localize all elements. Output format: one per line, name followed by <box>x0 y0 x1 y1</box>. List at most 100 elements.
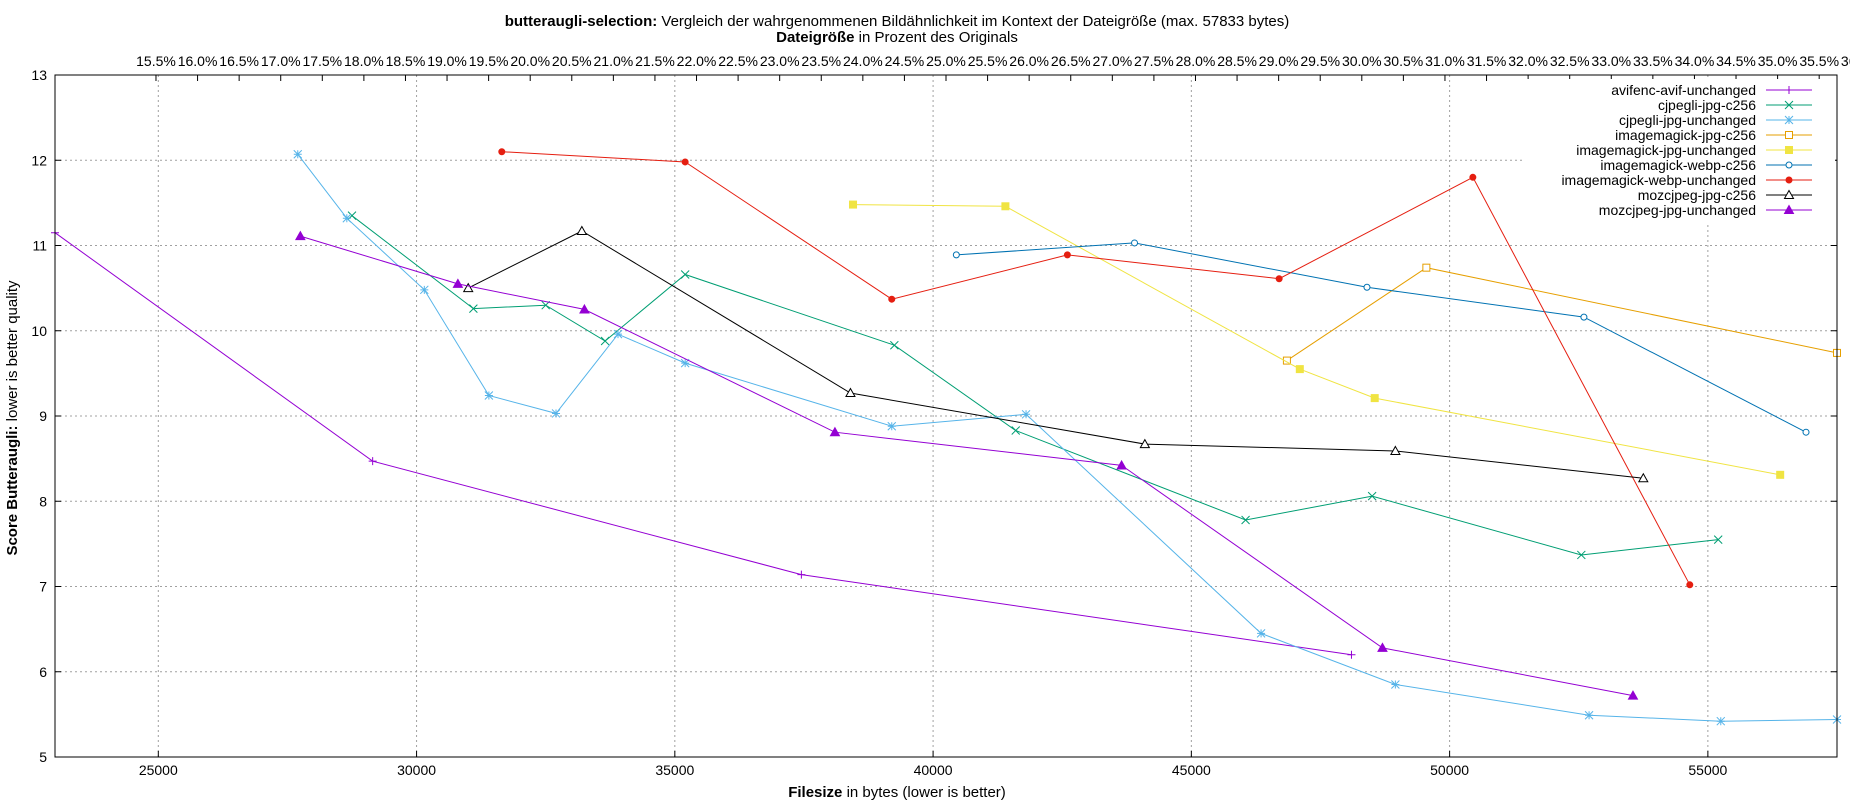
chart-title-bold: butteraugli-selection: <box>505 13 658 30</box>
chart-subtitle: Dateigröße in Prozent des Originals <box>776 29 1018 46</box>
x2-tick-label: 33.0% <box>1591 53 1631 69</box>
data-point-cjpegli-jpg-c256 <box>680 270 690 279</box>
x-tick-label: 50000 <box>1430 762 1469 778</box>
x2-tick-label: 35.0% <box>1758 53 1798 69</box>
x2-tick-label: 20.5% <box>552 53 592 69</box>
data-point-cjpegli-jpg-c256 <box>1713 535 1723 544</box>
legend-entry-cjpegli-jpg-unchanged: cjpegli-jpg-unchanged <box>1619 112 1812 128</box>
x2-tick-label: 25.0% <box>926 53 966 69</box>
series-line-imagemagick-webp-unchanged <box>501 151 1691 586</box>
legend-marker <box>1784 115 1794 125</box>
data-point-avifenc-avif-unchanged <box>797 570 806 579</box>
x2-tick-label: 36.0% <box>1841 53 1850 69</box>
data-point-mozcjpeg-jpg-unchanged <box>1377 642 1388 652</box>
y-tick-label: 5 <box>39 749 47 765</box>
series-line-imagemagick-webp-c256 <box>956 242 1807 433</box>
data-point-imagemagick-webp-c256 <box>1580 313 1588 321</box>
y-tick-label: 11 <box>32 238 47 254</box>
x-tick-label: 40000 <box>914 762 953 778</box>
legend-label: mozcjpeg-jpg-unchanged <box>1599 202 1756 218</box>
data-point-mozcjpeg-jpg-c256 <box>1390 445 1401 455</box>
data-point-imagemagick-jpg-unchanged <box>1776 470 1785 479</box>
series-line-cjpegli-jpg-unchanged <box>297 153 1838 722</box>
x2-tick-label: 22.0% <box>677 53 717 69</box>
y-tick-label: 10 <box>31 323 47 339</box>
legend-entry-mozcjpeg-jpg-c256: mozcjpeg-jpg-c256 <box>1638 187 1812 203</box>
x-tick-label: 45000 <box>1172 762 1211 778</box>
data-point-imagemagick-jpg-unchanged <box>1295 365 1304 374</box>
data-point-mozcjpeg-jpg-c256 <box>1139 438 1151 449</box>
x2-tick-label: 32.0% <box>1508 53 1548 69</box>
data-point-avifenc-avif-unchanged <box>368 457 377 466</box>
x-tick-label: 25000 <box>139 762 178 778</box>
x2-tick-label: 23.0% <box>760 53 800 69</box>
series-line-mozcjpeg-jpg-c256 <box>467 230 1644 479</box>
data-point-imagemagick-webp-c256 <box>952 251 960 259</box>
data-point-imagemagick-webp-unchanged <box>1686 581 1694 589</box>
data-point-cjpegli-jpg-unchanged <box>293 149 303 159</box>
y-tick-label: 8 <box>39 493 47 509</box>
data-point-imagemagick-webp-unchanged <box>1275 275 1283 283</box>
y-tick-label: 7 <box>39 579 47 595</box>
legend-label: imagemagick-jpg-c256 <box>1615 127 1756 143</box>
data-point-mozcjpeg-jpg-unchanged <box>1116 459 1127 470</box>
data-point-mozcjpeg-jpg-unchanged <box>294 230 306 241</box>
y-tick-label: 13 <box>31 67 47 83</box>
data-point-mozcjpeg-jpg-unchanged <box>579 303 590 314</box>
data-point-cjpegli-jpg-unchanged <box>613 329 623 339</box>
series-mozcjpeg-jpg-unchanged <box>294 230 1639 700</box>
legend-label: imagemagick-webp-unchanged <box>1561 172 1756 188</box>
x2-tick-label: 27.0% <box>1092 53 1132 69</box>
legend-label: imagemagick-webp-c256 <box>1600 157 1756 173</box>
y-tick-label: 6 <box>39 664 47 680</box>
data-point-mozcjpeg-jpg-unchanged <box>452 278 464 288</box>
legend-entry-imagemagick-webp-c256: imagemagick-webp-c256 <box>1600 157 1812 173</box>
data-point-mozcjpeg-jpg-c256 <box>462 282 474 293</box>
legend-entry-imagemagick-webp-unchanged: imagemagick-webp-unchanged <box>1561 172 1812 188</box>
series-cjpegli-jpg-unchanged <box>293 149 1842 726</box>
chart-title: butteraugli-selection: Vergleich der wah… <box>505 13 1290 30</box>
legend-entry-mozcjpeg-jpg-unchanged: mozcjpeg-jpg-unchanged <box>1599 202 1812 218</box>
series-imagemagick-webp-unchanged <box>498 148 1694 589</box>
chart-subtitle-rest: in Prozent des Originals <box>854 29 1017 46</box>
data-point-imagemagick-webp-c256 <box>1802 428 1810 436</box>
series-avifenc-avif-unchanged <box>51 228 1356 659</box>
data-point-imagemagick-webp-unchanged <box>1469 173 1477 181</box>
x-tick-label: 35000 <box>655 762 694 778</box>
x2-tick-label: 31.0% <box>1425 53 1465 69</box>
grid-lines <box>55 75 1837 757</box>
data-point-cjpegli-jpg-unchanged <box>887 421 897 431</box>
x2-tick-label: 21.0% <box>594 53 634 69</box>
y-axis-label: Score Butteraugli: lower is better quali… <box>4 280 21 556</box>
chart-title-rest: Vergleich der wahrgenommenen Bildähnlich… <box>657 13 1289 30</box>
data-point-cjpegli-jpg-unchanged <box>1584 710 1594 720</box>
x2-tick-label: 15.5% <box>136 53 176 69</box>
series-imagemagick-webp-c256 <box>952 239 1810 436</box>
legend: avifenc-avif-unchangedcjpegli-jpg-c256cj… <box>1525 79 1835 222</box>
series-imagemagick-jpg-unchanged <box>849 200 1785 479</box>
data-point-imagemagick-webp-c256 <box>1363 283 1371 291</box>
y-tick-label: 12 <box>31 152 47 168</box>
x2-tick-label: 33.5% <box>1633 53 1673 69</box>
data-point-imagemagick-webp-unchanged <box>498 148 506 156</box>
x2-tick-label: 31.5% <box>1467 53 1507 69</box>
data-point-imagemagick-jpg-unchanged <box>1370 394 1379 403</box>
chart-subtitle-bold: Dateigröße <box>776 29 854 46</box>
legend-label: cjpegli-jpg-c256 <box>1658 97 1756 113</box>
data-point-mozcjpeg-jpg-unchanged <box>829 426 841 437</box>
x2-tick-label: 19.5% <box>469 53 509 69</box>
x2-tick-label: 17.0% <box>261 53 301 69</box>
x2-tick-label: 29.0% <box>1259 53 1299 69</box>
series-line-avifenc-avif-unchanged <box>54 232 1352 656</box>
x2-tick-label: 16.5% <box>219 53 259 69</box>
x2-tick-label: 20.0% <box>510 53 550 69</box>
data-point-imagemagick-jpg-unchanged <box>849 200 858 209</box>
data-point-imagemagick-jpg-c256 <box>1422 263 1431 272</box>
x2-tick-label: 24.5% <box>885 53 925 69</box>
data-point-cjpegli-jpg-unchanged <box>1256 629 1266 638</box>
data-point-cjpegli-jpg-c256 <box>1241 515 1250 525</box>
y-axis-label-bold: Score Butteraugli: <box>4 426 21 556</box>
legend-label: imagemagick-jpg-unchanged <box>1576 142 1756 158</box>
x2-tick-label: 16.0% <box>178 53 218 69</box>
data-point-mozcjpeg-jpg-c256 <box>1637 472 1649 483</box>
